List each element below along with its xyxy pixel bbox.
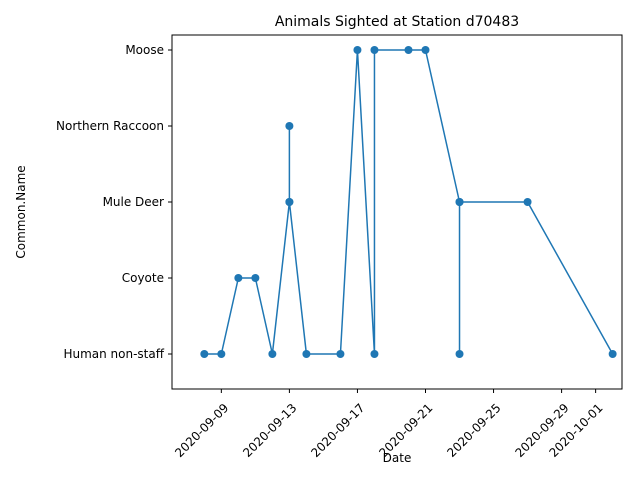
y-tick-label: Coyote (122, 271, 164, 285)
data-point (200, 350, 209, 358)
data-point (302, 350, 311, 358)
chart-title: Animals Sighted at Station d70483 (275, 14, 519, 30)
data-point (336, 350, 345, 358)
data-point (285, 198, 294, 206)
data-point (234, 274, 243, 282)
y-axis: Human non-staff Coyote Mule Deer Northern R… (56, 43, 172, 361)
data-point (608, 350, 617, 358)
x-axis-title: Date (383, 451, 412, 465)
x-axis: 2020-09-09 2020-09-13 2020-09-17 2020-09-21… (172, 389, 606, 460)
y-axis-title: Common.Name (14, 165, 28, 258)
data-point (455, 198, 464, 206)
data-point (421, 46, 430, 54)
data-point (370, 350, 379, 358)
plot-frame (171, 34, 623, 390)
data-point (251, 274, 260, 282)
x-tick-label: 2020-09-17 (308, 401, 367, 460)
data-point (370, 46, 379, 54)
y-tick-label: Human non-staff (63, 347, 164, 361)
plot-area (200, 46, 617, 358)
y-tick-label: Moose (125, 43, 164, 57)
y-tick-label: Northern Raccoon (56, 119, 164, 133)
data-point (523, 198, 532, 206)
y-tick-label: Mule Deer (103, 195, 164, 209)
data-point (217, 350, 226, 358)
data-point (268, 350, 277, 358)
data-point (404, 46, 413, 54)
data-point (353, 46, 362, 54)
x-tick-label: 2020-09-25 (444, 401, 503, 460)
data-point (455, 350, 464, 358)
data-point (285, 122, 294, 130)
x-tick-label: 2020-09-09 (172, 401, 231, 460)
x-tick-label: 2020-09-13 (240, 401, 299, 460)
series-line (204, 49, 614, 355)
